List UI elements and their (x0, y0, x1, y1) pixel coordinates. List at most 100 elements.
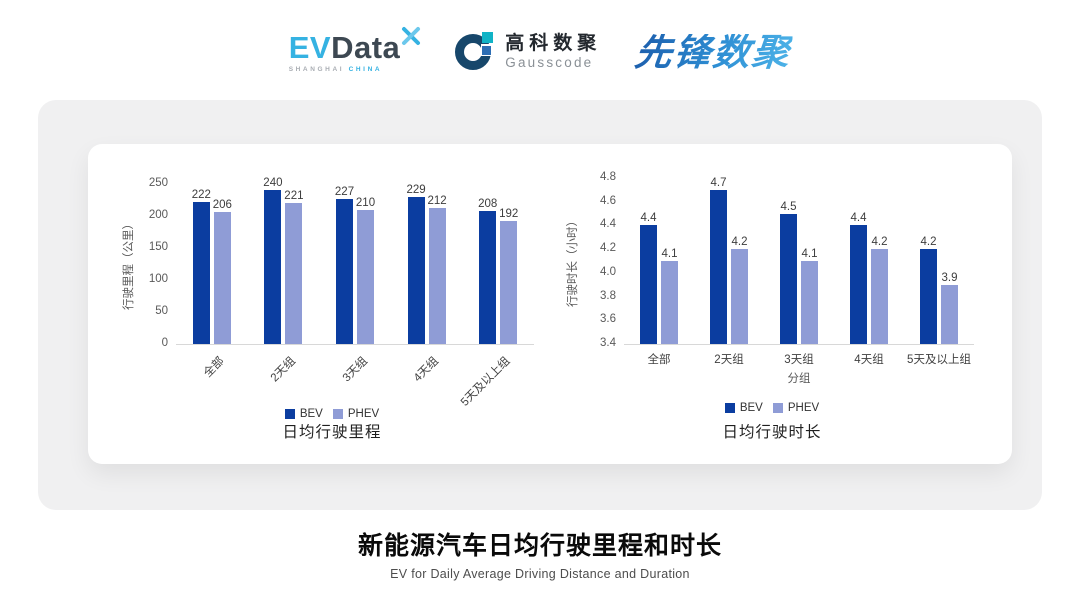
chart-title: 日均行驶里程 (282, 424, 382, 441)
y-tick-label: 150 (148, 241, 168, 253)
legend-swatch-icon (724, 403, 735, 413)
value-label: 208 (478, 197, 498, 210)
y-tick-label: 4.4 (600, 218, 616, 231)
y-tick-label: 250 (148, 177, 168, 189)
bar-bev (192, 201, 210, 344)
value-label: 240 (263, 177, 283, 190)
x-tick-label: 2天组 (268, 355, 299, 385)
legend: BEV PHEV (112, 408, 552, 420)
y-tick-label: 50 (155, 305, 168, 317)
bar-phev (871, 249, 888, 344)
legend-item-bev: BEV (724, 402, 763, 414)
value-label: 4.5 (780, 200, 797, 213)
x-tick-label: 全部 (201, 355, 227, 380)
bar-phev (941, 284, 958, 344)
value-label: 222 (191, 188, 211, 201)
legend: BEV PHEV (552, 402, 992, 414)
x-tick-label: 5天及以上组 (459, 355, 513, 409)
y-tick-label: 4.0 (600, 265, 616, 278)
x-tick-label: 4天组 (411, 355, 442, 385)
value-label: 192 (499, 208, 519, 221)
y-tick-label: 4.6 (600, 194, 616, 207)
bar-phev (285, 202, 303, 344)
x-tick-label: 3天组 (340, 355, 370, 385)
legend-label: BEV (739, 402, 763, 414)
legend-item-phev: PHEV (332, 408, 379, 420)
bar-bev (710, 189, 727, 344)
bar-phev (801, 261, 818, 344)
bar-phev (500, 221, 518, 344)
chart-card: 行驶里程（公里） 0 50 100 150 200 250 222 206 240 221 227 21… (88, 144, 1012, 464)
chart-panel: 行驶里程（公里） 0 50 100 150 200 250 222 206 240 221 227 21… (38, 100, 1042, 510)
page-subtitle: EV for Daily Average Driving Distance an… (390, 567, 690, 581)
bar-bev (850, 225, 867, 344)
value-label: 4.1 (661, 248, 678, 260)
value-label: 229 (406, 184, 426, 197)
x-tick-label: 4天组 (854, 354, 884, 366)
bar-bev (920, 249, 937, 344)
value-label: 227 (334, 185, 355, 198)
gausscode-g-icon (455, 32, 498, 72)
y-tick-label: 100 (148, 273, 168, 285)
bar-bev (780, 213, 797, 344)
bar-bev (479, 210, 497, 344)
chart-title: 日均行驶时长 (722, 424, 822, 441)
bar-phev (213, 212, 231, 344)
evdata-logo-ev: EV (288, 29, 332, 65)
evdata-x-icon (402, 26, 421, 45)
value-label: 4.2 (871, 236, 888, 249)
bar-bev (407, 197, 425, 344)
header: EV Data SHANGHAI CHINA 高科数聚 Gausscode 先锋数… (0, 14, 1080, 90)
value-label: 4.2 (920, 236, 937, 249)
y-tick-label: 4.2 (600, 242, 616, 255)
value-label: 4.4 (640, 212, 657, 225)
x-tick-label: 全部 (647, 354, 671, 366)
bar-phev (357, 209, 374, 344)
legend-swatch-icon (332, 409, 343, 419)
x-axis-labels: 全部 2天组 3天组 4天组 5天及以上组 (176, 344, 534, 409)
gausscode-logo-en: Gausscode (505, 54, 594, 70)
plot: 222 206 240 221 227 210 229 212 208 192 (176, 177, 534, 345)
evdata-logo: EV Data SHANGHAI CHINA (288, 26, 422, 73)
y-tick-label: 3.4 (600, 337, 616, 349)
x-tick-label: 5天及以上组 (907, 354, 971, 366)
x-axis-title: 分组 (787, 373, 811, 385)
x-axis-labels: 全部 2天组 3天组 4天组 5天及以上组 分组 (624, 344, 974, 390)
value-label: 3.9 (941, 271, 958, 284)
value-label: 4.2 (731, 236, 748, 249)
chart-plot-area: 行驶里程（公里） 0 50 100 150 200 250 222 206 240 221 227 21… (112, 160, 552, 409)
gausscode-logo-cn: 高科数聚 (505, 32, 602, 54)
y-axis-title: 行驶里程（公里） (123, 218, 135, 310)
y-tick-label: 0 (161, 337, 168, 349)
evdata-logo-data: Data (331, 29, 401, 65)
value-label: 4.7 (710, 176, 727, 189)
chart-daily-duration: 行驶时长（小时） 3.4 3.6 3.8 4.0 4.2 4.4 4.6 4.8 4.4 4.1 4.… (552, 160, 992, 442)
y-tick-label: 200 (148, 209, 168, 221)
value-label: 212 (427, 195, 447, 208)
bar-phev (661, 261, 678, 344)
bar-bev (640, 225, 657, 344)
y-tick-label: 4.8 (600, 171, 616, 183)
bar-phev (428, 208, 446, 344)
gausscode-logo: 高科数聚 Gausscode (455, 32, 601, 72)
value-label: 4.4 (850, 212, 867, 225)
legend-label: PHEV (787, 402, 820, 414)
legend-item-phev: PHEV (772, 402, 820, 414)
plot: 4.4 4.1 4.7 4.2 4.5 4.1 4.4 4.2 4.2 3.9 (624, 176, 974, 345)
evdata-logo-subtext: SHANGHAI CHINA (288, 65, 383, 73)
pioneer-logo: 先锋数聚 (633, 31, 794, 73)
legend-swatch-icon (772, 403, 783, 413)
legend-swatch-icon (284, 409, 295, 419)
page-title: 新能源汽车日均行驶里程和时长 (357, 532, 722, 560)
value-label: 4.1 (801, 248, 818, 260)
bar-bev (336, 198, 353, 344)
chart-plot-area: 行驶时长（小时） 3.4 3.6 3.8 4.0 4.2 4.4 4.6 4.8 4.4 4.1 4.… (552, 160, 992, 390)
value-label: 210 (355, 196, 376, 209)
chart-daily-distance: 行驶里程（公里） 0 50 100 150 200 250 222 206 240 221 227 21… (112, 160, 552, 442)
y-tick-label: 3.6 (600, 313, 616, 326)
bar-bev (264, 190, 282, 344)
y-tick-label: 3.8 (600, 289, 616, 302)
legend-label: BEV (299, 408, 323, 420)
value-label: 206 (212, 199, 232, 212)
bar-phev (731, 249, 748, 344)
